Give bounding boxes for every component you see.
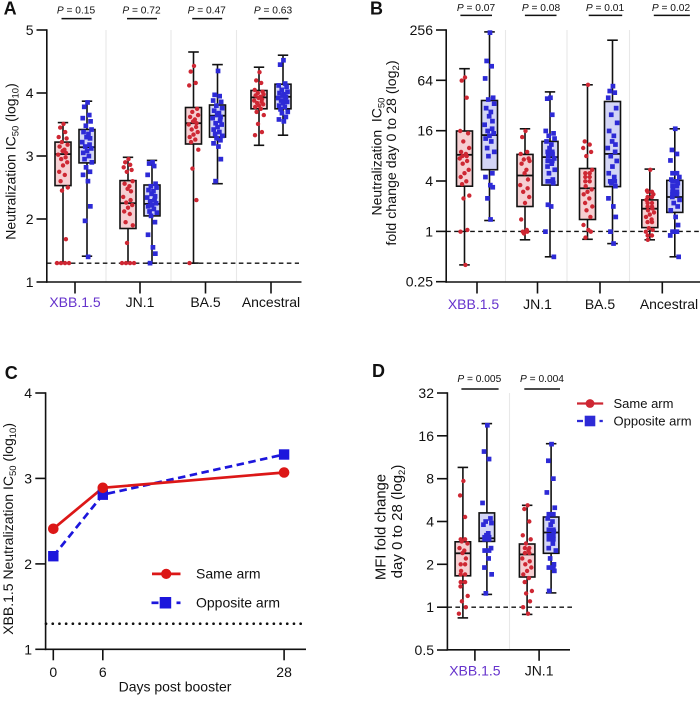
svg-text:16: 16 xyxy=(417,123,433,139)
svg-text:P = 0.08: P = 0.08 xyxy=(522,3,561,14)
svg-text:XBB.1.5: XBB.1.5 xyxy=(448,296,500,312)
svg-text:P = 0.005: P = 0.005 xyxy=(457,374,501,385)
svg-text:JN.1: JN.1 xyxy=(525,663,554,679)
svg-text:64: 64 xyxy=(417,72,433,88)
svg-text:Opposite arm: Opposite arm xyxy=(196,594,280,610)
svg-text:XBB.1.5: XBB.1.5 xyxy=(449,663,501,679)
svg-text:BA.5: BA.5 xyxy=(190,294,221,310)
svg-text:Ancestral: Ancestral xyxy=(242,294,300,310)
svg-text:6: 6 xyxy=(99,664,107,680)
svg-text:8: 8 xyxy=(426,471,434,487)
svg-text:P = 0.02: P = 0.02 xyxy=(652,3,691,14)
svg-text:16: 16 xyxy=(418,428,434,444)
svg-text:JN.1: JN.1 xyxy=(126,294,155,310)
svg-text:4: 4 xyxy=(24,385,32,401)
svg-text:1: 1 xyxy=(425,223,433,239)
svg-text:B: B xyxy=(370,0,383,19)
svg-text:0.5: 0.5 xyxy=(415,642,435,658)
svg-text:C: C xyxy=(5,363,18,383)
svg-text:Neutralization IC50 (log10): Neutralization IC50 (log10) xyxy=(2,83,21,240)
svg-text:1: 1 xyxy=(26,274,34,290)
svg-text:1: 1 xyxy=(24,641,32,657)
svg-text:Opposite arm: Opposite arm xyxy=(614,414,692,429)
svg-text:3: 3 xyxy=(24,470,32,486)
svg-text:BA.5: BA.5 xyxy=(585,296,616,312)
svg-text:28: 28 xyxy=(276,664,292,680)
svg-text:Ancestral: Ancestral xyxy=(640,296,698,312)
svg-text:JN.1: JN.1 xyxy=(523,296,552,312)
svg-text:P = 0.15: P = 0.15 xyxy=(57,6,96,17)
svg-text:day 0 to 28 (log2): day 0 to 28 (log2) xyxy=(389,465,408,579)
svg-text:256: 256 xyxy=(410,22,434,38)
svg-text:4: 4 xyxy=(26,85,34,101)
svg-text:Same arm: Same arm xyxy=(196,566,261,582)
svg-text:MFI fold change: MFI fold change xyxy=(374,474,390,580)
svg-text:P = 0.63: P = 0.63 xyxy=(254,6,293,17)
svg-text:32: 32 xyxy=(418,385,434,401)
svg-text:P = 0.07: P = 0.07 xyxy=(457,3,496,14)
svg-text:3: 3 xyxy=(26,148,34,164)
svg-text:4: 4 xyxy=(426,514,434,530)
svg-text:2: 2 xyxy=(24,556,32,572)
svg-text:Days post booster: Days post booster xyxy=(119,679,232,695)
svg-text:1: 1 xyxy=(426,599,434,615)
svg-text:fold change day 0 to 28 (log2): fold change day 0 to 28 (log2) xyxy=(384,60,402,245)
svg-text:A: A xyxy=(4,0,17,19)
svg-text:P = 0.01: P = 0.01 xyxy=(586,3,625,14)
svg-text:P = 0.004: P = 0.004 xyxy=(520,374,564,385)
svg-text:P = 0.72: P = 0.72 xyxy=(122,6,161,17)
svg-text:0.25: 0.25 xyxy=(406,274,433,290)
svg-text:0: 0 xyxy=(49,664,57,680)
svg-text:XBB.1.5: XBB.1.5 xyxy=(49,294,101,310)
svg-text:Neutralization IC50: Neutralization IC50 xyxy=(368,98,387,216)
svg-text:4: 4 xyxy=(425,173,433,189)
svg-text:5: 5 xyxy=(26,22,34,38)
svg-text:2: 2 xyxy=(426,556,434,572)
svg-text:Same arm: Same arm xyxy=(614,396,674,411)
svg-text:2: 2 xyxy=(26,211,34,227)
svg-text:D: D xyxy=(372,361,385,381)
svg-text:P = 0.47: P = 0.47 xyxy=(188,6,227,17)
